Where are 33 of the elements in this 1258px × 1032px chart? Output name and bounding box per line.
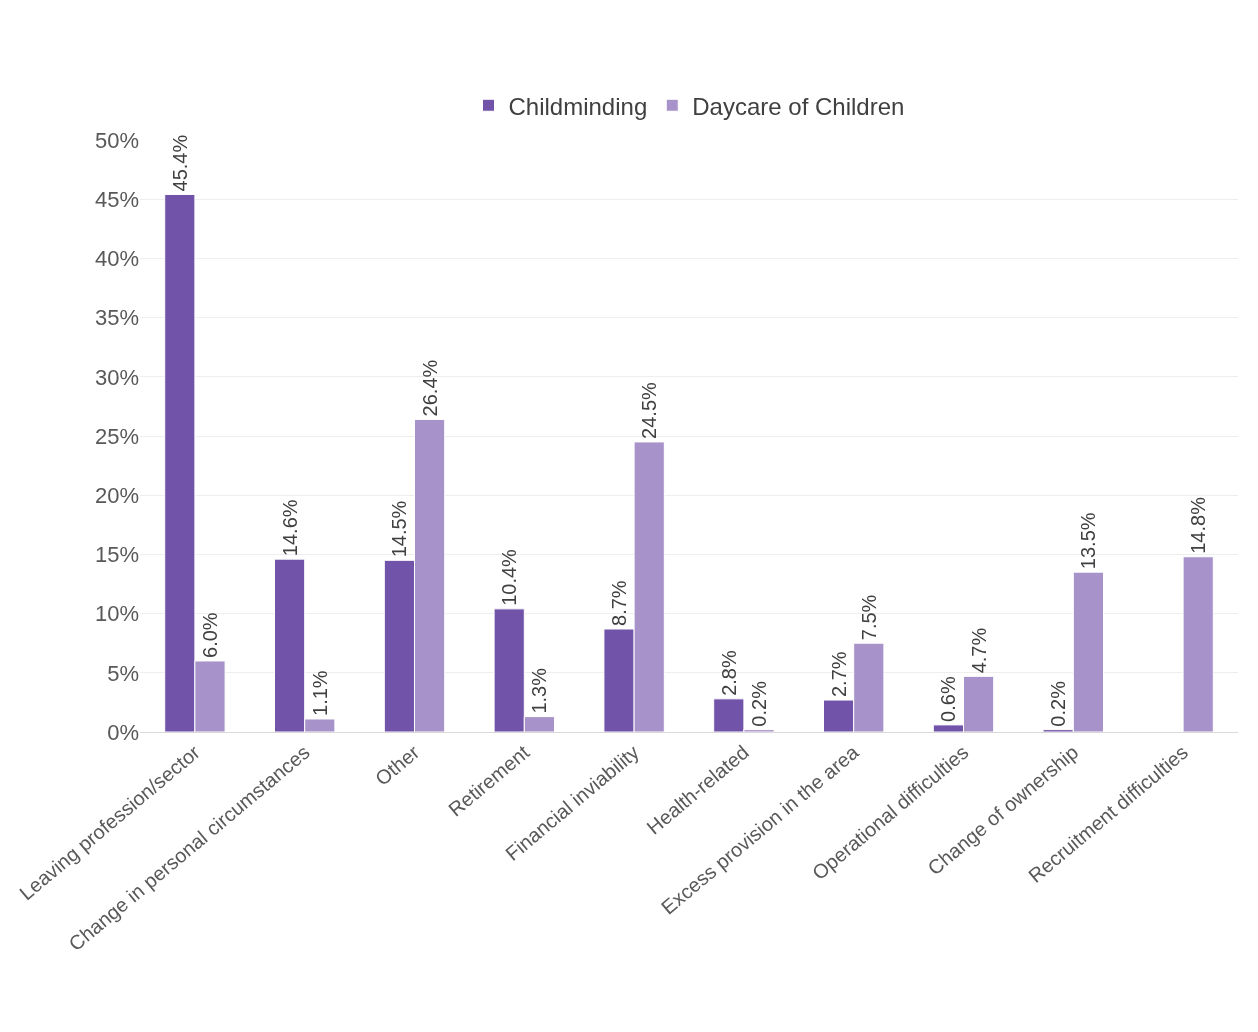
data-label: 0.2% bbox=[1047, 680, 1070, 727]
y-tick-label: 50% bbox=[94, 127, 139, 153]
data-label: 14.8% bbox=[1187, 496, 1210, 554]
y-tick-label: 20% bbox=[94, 482, 139, 508]
y-tick-label: 15% bbox=[94, 542, 139, 568]
data-label: 1.3% bbox=[528, 667, 551, 714]
legend-label: Daycare of Children bbox=[692, 92, 905, 120]
y-tick-label: 35% bbox=[94, 305, 139, 331]
y-tick-label: 30% bbox=[94, 364, 139, 390]
legend-label: Childminding bbox=[508, 92, 648, 120]
y-tick-label: 40% bbox=[94, 246, 139, 272]
data-label: 13.5% bbox=[1077, 512, 1100, 570]
data-label: 14.6% bbox=[278, 499, 301, 557]
data-label: 45.4% bbox=[168, 134, 191, 192]
data-label: 6.0% bbox=[199, 612, 221, 658]
y-tick-label: 25% bbox=[94, 423, 139, 449]
data-label: 4.7% bbox=[967, 627, 990, 674]
data-label: 2.8% bbox=[717, 650, 740, 696]
data-label: 2.7% bbox=[827, 651, 850, 698]
y-tick-label: 45% bbox=[94, 186, 139, 212]
data-label: 8.7% bbox=[608, 580, 631, 626]
data-label: 14.5% bbox=[388, 500, 411, 558]
data-label: 24.5% bbox=[638, 381, 661, 439]
data-label: 1.1% bbox=[308, 670, 331, 716]
data-label: 7.5% bbox=[857, 594, 880, 641]
y-tick-label: 0% bbox=[107, 719, 139, 745]
bar bbox=[1182, 556, 1214, 732]
y-tick-label: 5% bbox=[107, 660, 139, 686]
y-tick-label: 10% bbox=[94, 601, 139, 627]
data-label: 0.2% bbox=[748, 680, 770, 727]
data-label: 26.4% bbox=[418, 359, 441, 417]
data-label: 10.4% bbox=[498, 548, 521, 606]
data-label: 0.6% bbox=[937, 676, 960, 722]
